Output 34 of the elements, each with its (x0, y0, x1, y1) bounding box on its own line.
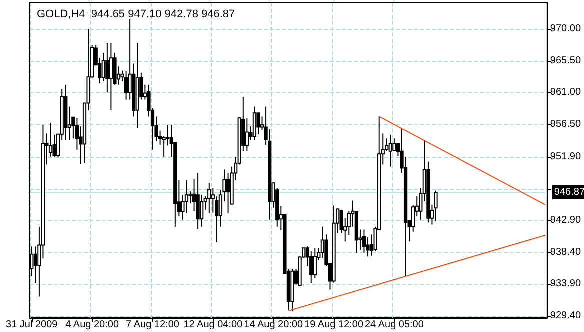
y-tick-label: 942.90 (550, 215, 582, 226)
candlestick (388, 134, 392, 168)
y-tick-label: 929.40 (550, 310, 582, 322)
candlestick (106, 42, 110, 94)
candlestick (362, 229, 366, 254)
y-tick-label: 970.00 (550, 24, 582, 35)
x-tick-label: 24 Aug 05:00 (364, 320, 424, 330)
candlestick (434, 190, 438, 222)
x-tick-label: 31 Jul 2009 (6, 320, 58, 330)
candlestick (256, 112, 260, 135)
candlestick (109, 42, 114, 111)
candlestick (226, 172, 230, 214)
candlestick (124, 71, 128, 100)
candlestick (34, 246, 38, 284)
x-tick-label: 12 Aug 04:00 (184, 320, 244, 330)
y-tick-label: 933.90 (550, 278, 582, 290)
candlestick (208, 182, 212, 214)
y-tick-label: 961.00 (550, 87, 582, 98)
candlestick (102, 52, 106, 82)
x-tick-label: 7 Aug 12:00 (126, 320, 180, 330)
x-tick-label: 14 Aug 20:00 (244, 320, 304, 330)
x-tick-label: 4 Aug 20:00 (66, 320, 120, 330)
candlestick (313, 248, 317, 279)
y-tick-label: 965.50 (550, 55, 582, 66)
y-tick-label: 956.50 (550, 118, 582, 130)
candlestick (166, 124, 170, 146)
candlestick (200, 194, 204, 228)
y-tick-label: 951.90 (550, 151, 582, 162)
candlestick (245, 118, 249, 152)
x-tick-label: 19 Aug 12:00 (304, 320, 364, 330)
text: GOLD,H4 944.65 947.10 942.78 946.87 (37, 8, 236, 20)
candlestick (252, 106, 257, 141)
candlestick (392, 138, 396, 152)
y-tick-label: 938.40 (550, 246, 582, 258)
